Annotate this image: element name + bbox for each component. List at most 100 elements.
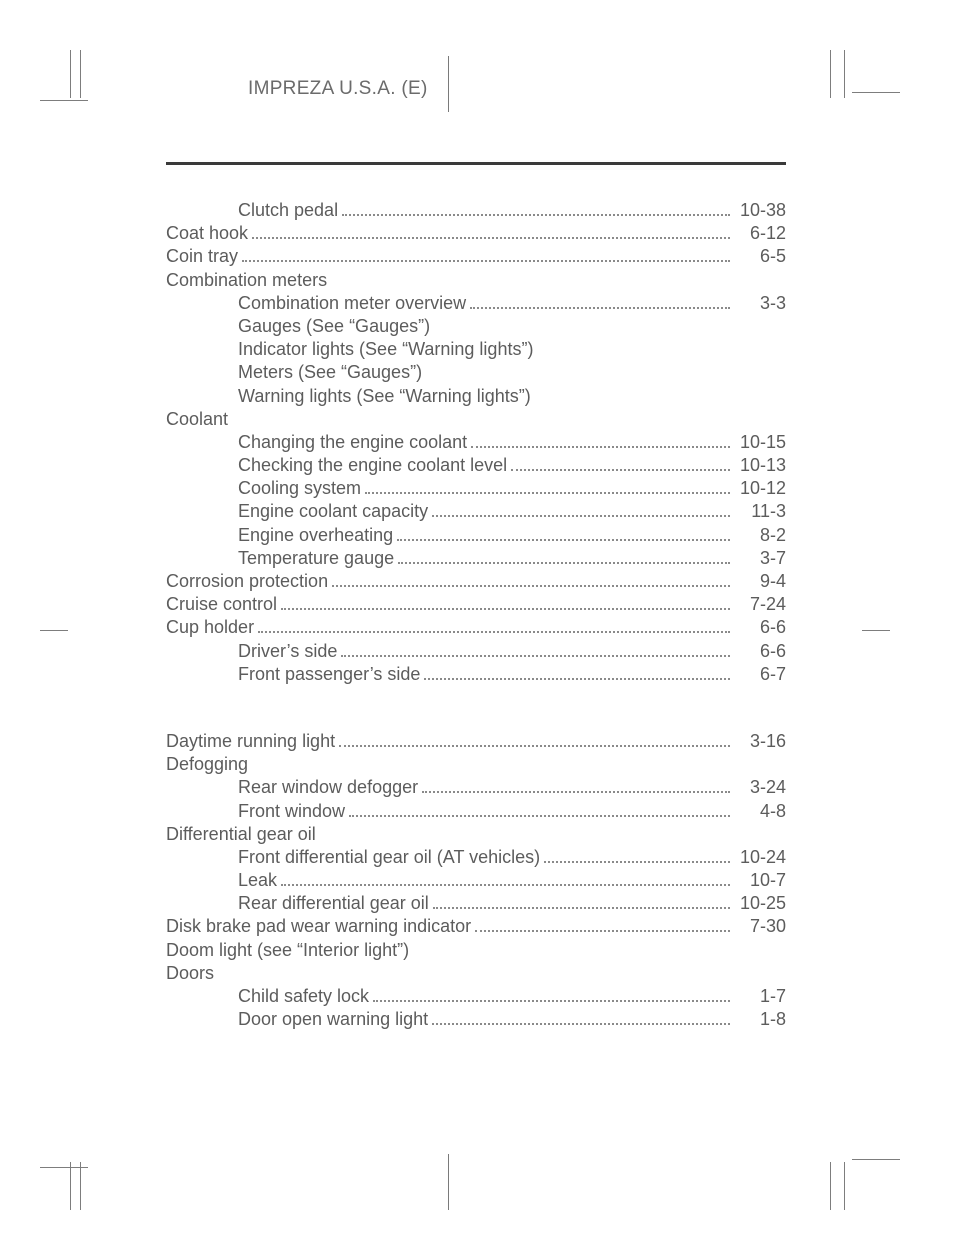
index-page-ref: 4-8 xyxy=(736,801,786,822)
index-row: Rear differential gear oil 10-25 xyxy=(166,893,786,916)
index-page-ref: 1-8 xyxy=(736,1009,786,1030)
index-label: Gauges (See “Gauges”) xyxy=(166,316,430,337)
index-page-ref: 6-7 xyxy=(736,664,786,685)
leader-dots xyxy=(332,585,730,587)
index-row: Engine overheating 8-2 xyxy=(166,525,786,548)
crop-mark xyxy=(830,50,831,98)
leader-dots xyxy=(433,907,730,909)
leader-dots xyxy=(258,631,730,633)
index-page-ref: 1-7 xyxy=(736,986,786,1007)
index-row: Coolant xyxy=(166,409,786,432)
index-row: Meters (See “Gauges”) xyxy=(166,362,786,385)
leader-dots xyxy=(341,655,730,657)
leader-dots xyxy=(342,214,730,216)
index-row: Cruise control 7-24 xyxy=(166,594,786,617)
index-label: Daytime running light xyxy=(166,731,335,752)
index-row: Combination meters xyxy=(166,270,786,293)
index-label: Engine overheating xyxy=(166,525,393,546)
index-row: Cup holder 6-6 xyxy=(166,617,786,640)
index-label: Cup holder xyxy=(166,617,254,638)
index-label: Front differential gear oil (AT vehicles… xyxy=(166,847,540,868)
header-center-mark xyxy=(448,56,449,112)
index-page-ref: 3-7 xyxy=(736,548,786,569)
index-label: Clutch pedal xyxy=(166,200,338,221)
index-label: Cruise control xyxy=(166,594,277,615)
index-page-ref: 10-24 xyxy=(736,847,786,868)
index-label: Doom light (see “Interior light”) xyxy=(166,940,409,961)
index-row: Coat hook6-12 xyxy=(166,223,786,246)
page: IMPREZA U.S.A. (E) Clutch pedal10-38Coat… xyxy=(0,0,954,1260)
index-label: Warning lights (See “Warning lights”) xyxy=(166,386,531,407)
index-row: Front window 4-8 xyxy=(166,801,786,824)
leader-dots xyxy=(471,446,730,448)
index-page-ref: 11-3 xyxy=(736,501,786,522)
index-label: Front window xyxy=(166,801,345,822)
leader-dots xyxy=(422,791,730,793)
leader-dots xyxy=(432,1023,730,1025)
index-label: Doors xyxy=(166,963,214,984)
index-page-ref: 3-3 xyxy=(736,293,786,314)
index-page-ref: 10-25 xyxy=(736,893,786,914)
index-label: Corrosion protection xyxy=(166,571,328,592)
index-row: Engine coolant capacity11-3 xyxy=(166,501,786,524)
leader-dots xyxy=(365,492,730,494)
index-content: Clutch pedal10-38Coat hook6-12Coin tray6… xyxy=(166,200,786,1032)
index-page-ref: 6-5 xyxy=(736,246,786,267)
index-row: Coin tray 6-5 xyxy=(166,246,786,269)
index-row: Corrosion protection 9-4 xyxy=(166,571,786,594)
leader-dots xyxy=(511,469,730,471)
footer-center-mark xyxy=(448,1154,449,1210)
crop-mark xyxy=(80,1162,81,1210)
index-label: Rear differential gear oil xyxy=(166,893,429,914)
index-label: Coin tray xyxy=(166,246,238,267)
index-page-ref: 3-16 xyxy=(736,731,786,752)
index-label: Door open warning light xyxy=(166,1009,428,1030)
index-label: Disk brake pad wear warning indicator xyxy=(166,916,471,937)
index-row: Rear window defogger 3-24 xyxy=(166,777,786,800)
crop-mark xyxy=(852,1159,900,1160)
index-row: Door open warning light 1-8 xyxy=(166,1009,786,1032)
index-label: Checking the engine coolant level xyxy=(166,455,507,476)
index-row: Front differential gear oil (AT vehicles… xyxy=(166,847,786,870)
index-row: Cooling system 10-12 xyxy=(166,478,786,501)
index-page-ref: 10-12 xyxy=(736,478,786,499)
index-label: Indicator lights (See “Warning lights”) xyxy=(166,339,533,360)
index-row: Front passenger’s side6-7 xyxy=(166,664,786,687)
index-row: Disk brake pad wear warning indicator7-3… xyxy=(166,916,786,939)
index-row: Warning lights (See “Warning lights”) xyxy=(166,386,786,409)
index-label: Cooling system xyxy=(166,478,361,499)
leader-dots xyxy=(398,562,730,564)
crop-mark xyxy=(40,1167,88,1168)
index-page-ref: 9-4 xyxy=(736,571,786,592)
index-label: Rear window defogger xyxy=(166,777,418,798)
index-row: Defogging xyxy=(166,754,786,777)
index-page-ref: 6-6 xyxy=(736,617,786,638)
leader-dots xyxy=(544,861,730,863)
index-page-ref: 10-7 xyxy=(736,870,786,891)
index-label: Meters (See “Gauges”) xyxy=(166,362,422,383)
index-label: Driver’s side xyxy=(166,641,337,662)
index-row: Indicator lights (See “Warning lights”) xyxy=(166,339,786,362)
index-row: Combination meter overview 3-3 xyxy=(166,293,786,316)
index-page-ref: 6-12 xyxy=(736,223,786,244)
index-row: Changing the engine coolant 10-15 xyxy=(166,432,786,455)
index-label: Differential gear oil xyxy=(166,824,316,845)
crop-mark xyxy=(80,50,81,98)
index-row: Temperature gauge3-7 xyxy=(166,548,786,571)
index-page-ref: 6-6 xyxy=(736,641,786,662)
leader-dots xyxy=(242,260,730,262)
section-rule xyxy=(166,162,786,165)
index-page-ref: 8-2 xyxy=(736,525,786,546)
index-row: Doors xyxy=(166,963,786,986)
index-page-ref: 3-24 xyxy=(736,777,786,798)
index-page-ref: 10-15 xyxy=(736,432,786,453)
index-page-ref: 7-24 xyxy=(736,594,786,615)
leader-dots xyxy=(424,678,730,680)
leader-dots xyxy=(373,1000,730,1002)
index-label: Combination meter overview xyxy=(166,293,466,314)
index-row: Doom light (see “Interior light”) xyxy=(166,940,786,963)
leader-dots xyxy=(470,307,730,309)
leader-dots xyxy=(432,515,730,517)
index-label: Changing the engine coolant xyxy=(166,432,467,453)
index-label: Child safety lock xyxy=(166,986,369,1007)
